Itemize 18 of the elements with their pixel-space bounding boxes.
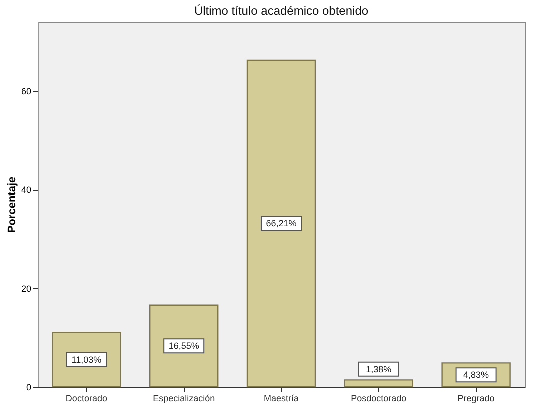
y-tick-label: 60 (21, 86, 32, 97)
y-tick-label: 0 (26, 382, 32, 392)
x-tick-label: Especialización (153, 394, 216, 404)
x-tick-label: Maestría (264, 394, 300, 404)
data-label: 11,03% (72, 354, 102, 365)
y-axis-title: Porcentaje (6, 176, 18, 234)
data-label: 4,83% (464, 370, 490, 380)
bar (246, 60, 316, 388)
y-tick-label: 40 (21, 185, 32, 196)
chart-title: Último título académico obtenido (194, 4, 369, 18)
data-label: 16,55% (168, 341, 200, 352)
data-label: 1,38% (366, 364, 392, 374)
x-tick-label: Posdoctorado (351, 394, 407, 404)
x-tick-label: Doctorado (66, 394, 108, 404)
data-label: 66,21% (266, 218, 297, 229)
x-tick-label: Pregrado (458, 394, 495, 404)
y-tick-label: 20 (21, 284, 32, 294)
bar (344, 380, 414, 388)
